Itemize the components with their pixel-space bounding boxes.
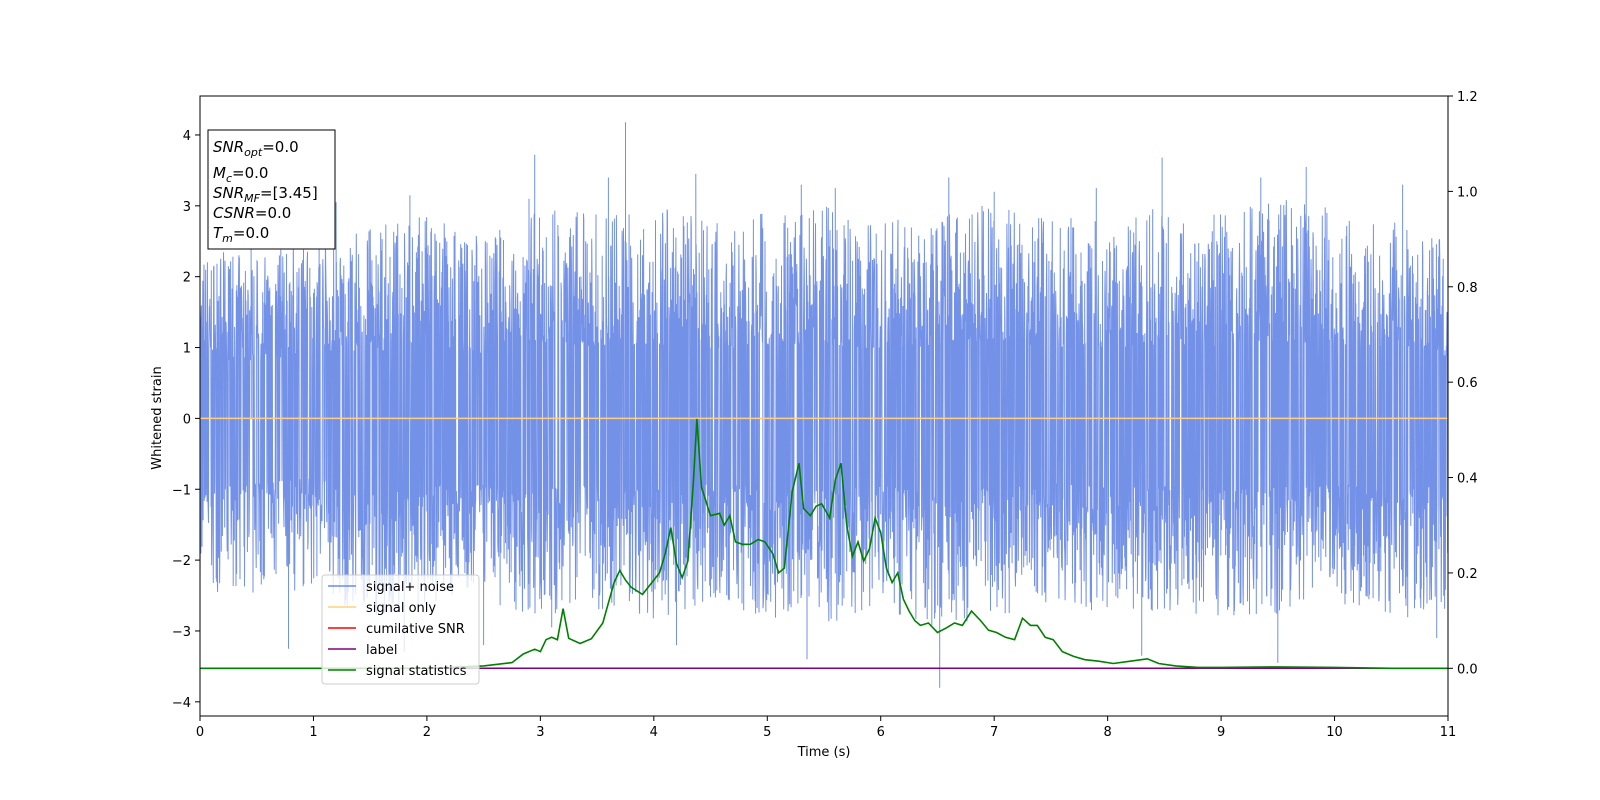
x-tick-label: 3: [536, 725, 544, 740]
x-tick-label: 4: [650, 725, 658, 740]
x-tick-label: 11: [1440, 725, 1457, 740]
y-tick-label: −2: [172, 554, 191, 569]
x-tick-label: 7: [990, 725, 998, 740]
signal-noise-line: [200, 122, 1448, 688]
x-tick-label: 10: [1326, 725, 1343, 740]
x-tick-label: 2: [423, 725, 431, 740]
info-box-row: SNRopt=0.0: [213, 138, 299, 159]
y-tick-label: 1: [183, 342, 191, 357]
y2-tick-label: 0.2: [1457, 567, 1478, 582]
y2-tick-label: 0.6: [1457, 376, 1478, 391]
x-tick-label: 0: [196, 725, 204, 740]
info-box-row: CSNR=0.0: [213, 204, 291, 222]
y2-tick-label: 0.8: [1457, 281, 1478, 296]
plot-area-frame: [199, 95, 1449, 717]
legend-frame: [321, 574, 480, 685]
info-box-frame: [207, 129, 336, 250]
info-box-row: Mc=0.0: [213, 164, 268, 185]
x-tick-label: 8: [1103, 725, 1111, 740]
legend-entry: signal statistics: [366, 664, 467, 679]
y-tick-label: −4: [172, 696, 191, 711]
y-tick-label: 0: [183, 412, 191, 427]
x-tick-label: 9: [1217, 725, 1225, 740]
legend-entry: signal+ noise: [366, 580, 454, 595]
y-axis-label: Whitened strain: [150, 366, 165, 469]
y2-tick-label: 1.0: [1457, 185, 1478, 200]
legend-entry: signal only: [366, 601, 436, 616]
y2-tick-label: 0.0: [1457, 662, 1478, 677]
x-axis-label: Time (s): [797, 745, 851, 760]
info-box-row: SNRMF=[3.45]: [213, 184, 318, 205]
signal-statistics-line: [200, 418, 1448, 670]
y-axis-right: 0.0 0.2 0.4 0.6 0.8 1.0 1.2: [1448, 90, 1478, 677]
y-tick-label: −3: [172, 625, 191, 640]
legend-entry: label: [366, 643, 397, 658]
y2-tick-label: 0.4: [1457, 472, 1478, 487]
x-tick-label: 6: [877, 725, 885, 740]
legend-entry: cumilative SNR: [366, 622, 465, 637]
legend: signal+ noise signal only cumilative SNR la…: [321, 574, 480, 685]
x-tick-label: 1: [309, 725, 317, 740]
y2-tick-label: 1.2: [1457, 90, 1478, 105]
info-box-row: Tm=0.0: [213, 224, 269, 245]
y-tick-label: 2: [183, 271, 191, 286]
signal-noise-series: [200, 122, 1448, 688]
y-tick-label: 4: [183, 129, 191, 144]
y-axis-left: −4 −3 −2 −1 0 1 2 3 4: [172, 129, 200, 711]
y-tick-label: −1: [172, 483, 191, 498]
x-axis: 0 1 2 3 4 5 6 7 8 9 10 11: [196, 716, 1456, 740]
x-tick-label: 5: [763, 725, 771, 740]
y-tick-label: 3: [183, 200, 191, 215]
